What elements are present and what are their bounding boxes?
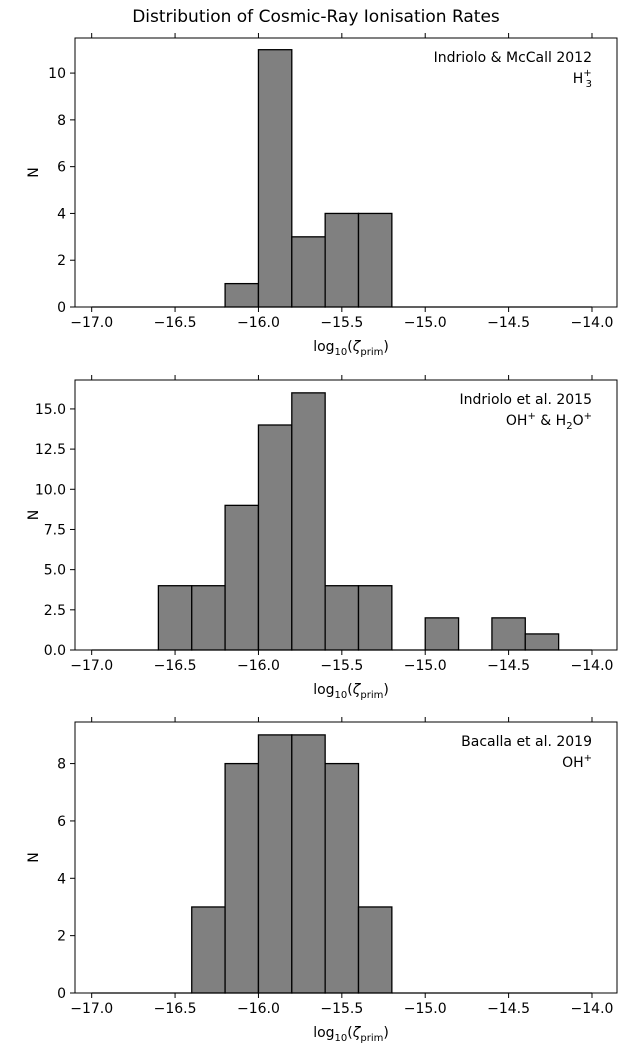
histogram-bar xyxy=(224,282,260,308)
dataset-annotation: Indriolo et al. 2015 xyxy=(459,392,592,408)
y-tick-label: 0 xyxy=(57,986,66,1002)
dataset-annotation: Indriolo & McCall 2012 xyxy=(434,50,592,66)
x-tick-label: −15.0 xyxy=(404,315,447,331)
histogram-bar xyxy=(324,212,360,308)
y-tick-label: 4 xyxy=(57,206,66,222)
x-axis-label: log10(ζprim) xyxy=(313,1025,389,1044)
histogram-bar xyxy=(157,585,193,651)
x-tick-label: −17.0 xyxy=(70,1001,113,1017)
x-axis-label: log10(ζprim) xyxy=(313,339,389,358)
histogram-bar xyxy=(357,906,393,994)
x-tick-label: −14.0 xyxy=(571,658,614,674)
y-tick-label: 5.0 xyxy=(44,563,66,579)
y-tick-label: 7.5 xyxy=(44,522,66,538)
histogram-bar xyxy=(291,734,326,994)
y-tick-label: 2 xyxy=(57,253,66,269)
axes-frame xyxy=(74,37,618,308)
histogram-bar xyxy=(291,392,326,651)
x-tick-label: −15.5 xyxy=(320,1001,363,1017)
y-tick-label: 12.5 xyxy=(35,442,66,458)
x-tick-label: −15.0 xyxy=(404,1001,447,1017)
x-tick-label: −16.5 xyxy=(154,1001,197,1017)
y-tick-label: 6 xyxy=(57,160,66,176)
histogram-bar xyxy=(224,504,260,651)
species-annotation: OH+ & H2O+ xyxy=(506,411,592,432)
x-axis-label: log10(ζprim) xyxy=(313,682,389,701)
histogram-bar xyxy=(257,424,293,651)
x-tick-label: −16.0 xyxy=(237,658,280,674)
x-tick-label: −15.5 xyxy=(320,315,363,331)
histogram-bar xyxy=(291,236,326,308)
x-tick-label: −14.0 xyxy=(571,1001,614,1017)
y-tick-label: 2.5 xyxy=(44,603,66,619)
x-tick-label: −16.0 xyxy=(237,1001,280,1017)
histogram-bar xyxy=(357,585,393,651)
x-tick-label: −14.5 xyxy=(487,1001,530,1017)
histogram-bar xyxy=(191,585,226,651)
histogram-bar xyxy=(324,585,360,651)
y-axis-label: N xyxy=(26,167,42,177)
x-tick-label: −17.0 xyxy=(70,658,113,674)
histogram-bar xyxy=(257,734,293,994)
histogram-bar xyxy=(324,762,360,994)
histogram-bar xyxy=(257,49,293,308)
y-tick-label: 2 xyxy=(57,929,66,945)
x-tick-label: −16.0 xyxy=(237,315,280,331)
x-tick-label: −14.5 xyxy=(487,658,530,674)
histogram-panel-2: −17.0 −16.5 −16.0 −15.5 −15.0 −14.5 −14.0 0.0 2.… xyxy=(26,375,618,701)
dataset-annotation: Bacalla et al. 2019 xyxy=(461,734,592,750)
y-tick-label: 0.0 xyxy=(44,643,66,659)
histogram-bar xyxy=(224,762,260,994)
y-axis-label: N xyxy=(26,510,42,520)
x-tick-label: −14.0 xyxy=(571,315,614,331)
y-tick-label: 8 xyxy=(57,757,66,773)
y-axis-label: N xyxy=(26,852,42,862)
x-tick-label: −16.5 xyxy=(154,658,197,674)
histogram-panel-3: −17.0 −16.5 −16.0 −15.5 −15.0 −14.5 −14.0 0 2 4 6 8… xyxy=(26,717,618,1044)
y-tick-label: 8 xyxy=(57,113,66,129)
histogram-panel-1: −17.0 −16.5 −16.0 −15.5 −15.0 −14.5 −14.0 0 2 4 6 8… xyxy=(26,33,618,358)
axes-frame xyxy=(74,721,618,994)
x-tick-label: −14.5 xyxy=(487,315,530,331)
x-tick-label: −17.0 xyxy=(70,315,113,331)
figure-title: Distribution of Cosmic-Ray Ionisation Ra… xyxy=(132,7,500,27)
y-tick-label: 10 xyxy=(48,66,66,82)
histogram-bar xyxy=(424,617,460,651)
y-tick-label: 0 xyxy=(57,300,66,316)
x-tick-label: −16.5 xyxy=(154,315,197,331)
histogram-bar xyxy=(191,906,226,994)
x-tick-label: −15.5 xyxy=(320,658,363,674)
y-tick-label: 15.0 xyxy=(35,402,66,418)
histogram-bar xyxy=(491,617,526,651)
y-tick-label: 6 xyxy=(57,814,66,830)
y-tick-label: 4 xyxy=(57,871,66,887)
axes-frame xyxy=(74,379,618,651)
y-tick-label: 10.0 xyxy=(35,482,66,498)
histogram-bar xyxy=(357,212,393,308)
histogram-bar xyxy=(524,633,560,651)
x-tick-label: −15.0 xyxy=(404,658,447,674)
species-annotation: OH+ xyxy=(562,753,592,771)
species-annotation: H+ 3 xyxy=(573,68,592,90)
